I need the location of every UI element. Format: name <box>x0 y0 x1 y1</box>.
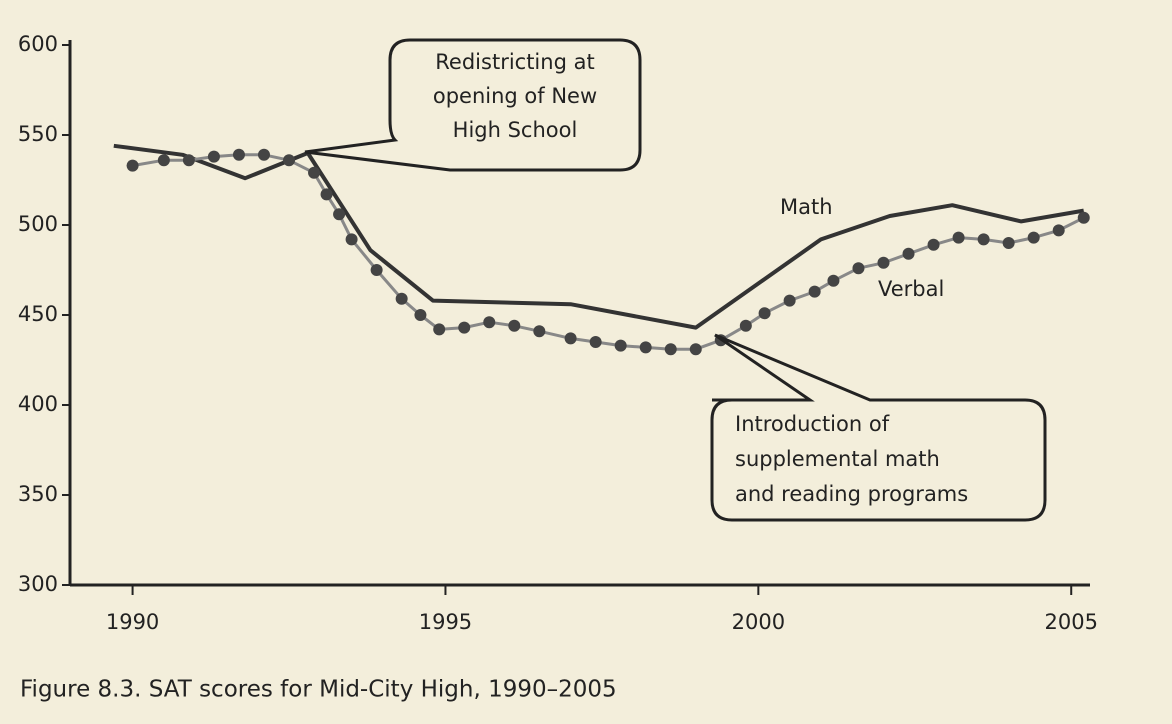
data-point <box>320 188 333 201</box>
data-point <box>333 208 346 221</box>
data-point <box>157 154 170 167</box>
data-point <box>902 247 915 260</box>
data-point <box>533 325 546 338</box>
data-point <box>232 148 245 161</box>
annotation-text: opening of New <box>433 84 597 108</box>
x-tick-label: 1990 <box>106 610 159 634</box>
data-point <box>395 292 408 305</box>
data-point <box>827 274 840 287</box>
data-point <box>1052 224 1065 237</box>
chart-title: Figure 8.3. SAT scores for Mid-City High… <box>20 677 617 703</box>
data-point <box>927 238 940 251</box>
y-tick-label: 300 <box>18 572 58 596</box>
data-point <box>808 285 821 298</box>
y-tick-label: 450 <box>18 302 58 326</box>
data-point <box>664 343 677 356</box>
x-tick-label: 1995 <box>419 610 472 634</box>
data-point <box>345 233 358 246</box>
plot: 300 350 400 450 500 550 600 1990 1995 2000 2005 Mat… <box>18 32 1098 634</box>
data-point <box>783 294 796 307</box>
annotation-text: Introduction of <box>735 412 890 436</box>
data-point <box>564 332 577 345</box>
data-point <box>483 316 496 329</box>
data-point <box>739 319 752 332</box>
data-point <box>614 339 627 352</box>
data-point <box>952 231 965 244</box>
data-point <box>433 323 446 336</box>
data-point <box>308 166 321 179</box>
y-tick-label: 600 <box>18 32 58 56</box>
data-point <box>1002 237 1015 249</box>
data-point <box>589 336 602 348</box>
data-point <box>414 309 427 321</box>
data-point <box>207 150 220 163</box>
data-point <box>852 262 865 275</box>
annotation-text: Redistricting at <box>435 50 594 74</box>
x-tick-label: 2000 <box>732 610 785 634</box>
data-point <box>458 321 471 334</box>
data-point <box>508 319 521 332</box>
data-point <box>182 154 195 167</box>
data-point <box>758 307 771 320</box>
data-point <box>257 148 270 161</box>
data-point <box>283 154 296 167</box>
y-tick-label: 500 <box>18 212 58 236</box>
data-point <box>1027 231 1040 244</box>
callout-box <box>304 38 642 172</box>
y-tick-label: 350 <box>18 482 58 506</box>
data-point <box>1077 211 1090 224</box>
data-point <box>639 341 652 354</box>
y-tick-label: 550 <box>18 122 58 146</box>
series-label: Math <box>780 195 833 219</box>
annotation-text: supplemental math <box>735 447 940 471</box>
data-point <box>977 233 990 246</box>
series-label: Verbal <box>878 277 944 301</box>
data-point <box>370 264 383 276</box>
y-tick-label: 400 <box>18 392 58 416</box>
series-line <box>113 143 1085 330</box>
annotation-text: and reading programs <box>735 482 968 506</box>
data-point <box>126 159 139 172</box>
callout-box <box>710 333 1047 522</box>
annotation-text: High School <box>453 118 578 142</box>
data-point <box>689 343 702 356</box>
x-tick-label: 2005 <box>1045 610 1098 634</box>
data-point <box>877 256 890 269</box>
